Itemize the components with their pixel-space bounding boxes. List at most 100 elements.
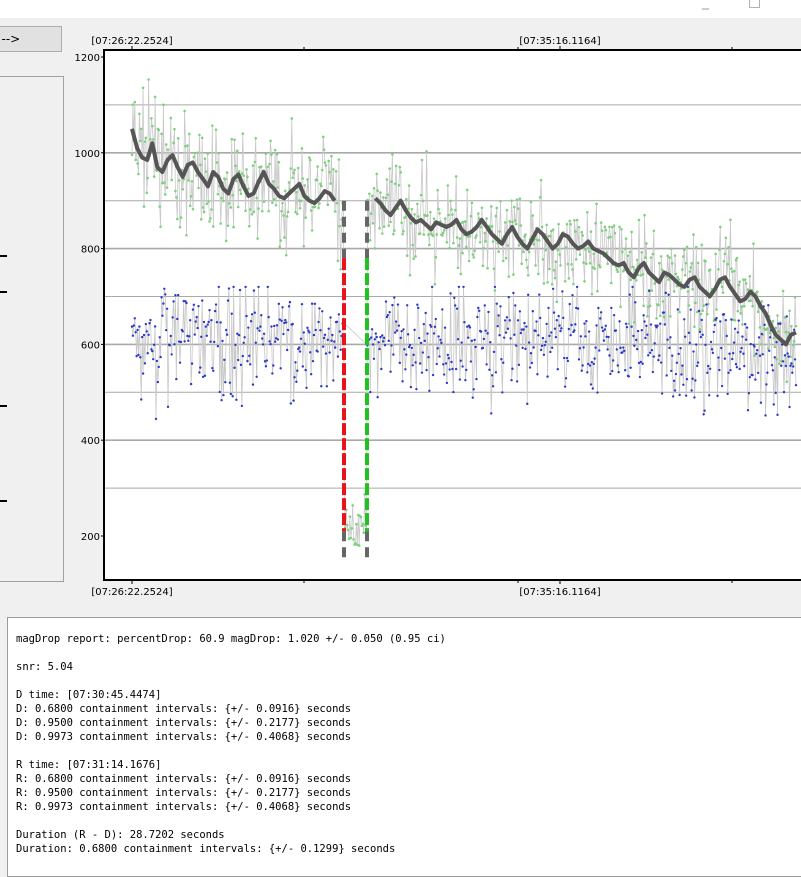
target-data-point [376, 189, 379, 193]
target-data-point [197, 186, 200, 190]
comparison-data-point [548, 334, 551, 338]
comparison-data-point [198, 371, 201, 374]
panel-tick-mark [0, 255, 7, 257]
maximize-icon[interactable]: □ [748, 0, 762, 10]
target-data-point [774, 326, 777, 330]
target-data-point [609, 235, 612, 239]
comparison-data-point [404, 368, 407, 371]
target-data-point [482, 246, 486, 250]
x-time-label-bottom: [07:26:22.2524] [91, 587, 172, 598]
target-data-point [595, 202, 598, 206]
target-data-point [207, 200, 210, 203]
comparison-data-point [200, 299, 204, 302]
target-data-point [152, 175, 156, 178]
comparison-data-point [758, 354, 762, 357]
comparison-data-point [213, 309, 217, 313]
target-data-point [416, 202, 419, 206]
comparison-data-point [293, 376, 296, 379]
comparison-data-point [508, 319, 511, 322]
minimize-icon[interactable]: _ [702, 0, 709, 10]
comparison-data-point [419, 341, 423, 345]
comparison-data-point [227, 287, 231, 290]
target-data-point [744, 282, 748, 285]
comparison-data-point [561, 290, 564, 293]
target-data-point [504, 256, 508, 260]
comparison-data-point [624, 322, 628, 325]
target-data-point [308, 158, 312, 162]
target-data-point [276, 186, 280, 189]
comparison-data-point [531, 310, 535, 313]
target-data-point [230, 137, 234, 141]
comparison-data-point [617, 370, 620, 374]
target-data-point [186, 144, 189, 147]
target-data-point [667, 278, 670, 281]
comparison-data-point [707, 364, 710, 368]
comparison-data-point [535, 320, 538, 323]
target-data-point [616, 270, 620, 274]
comparison-data-point [189, 382, 193, 386]
target-data-point [591, 266, 595, 269]
comparison-data-point [285, 348, 289, 352]
comparison-data-point [252, 289, 256, 292]
comparison-data-point [628, 293, 631, 296]
comparison-data-point [501, 391, 504, 394]
comparison-data-point [733, 327, 737, 330]
comparison-data-point [725, 334, 728, 338]
comparison-data-point [261, 337, 264, 340]
comparison-data-point [782, 390, 786, 394]
target-data-point [260, 209, 264, 213]
target-data-point [451, 213, 454, 216]
target-data-point [485, 217, 488, 220]
comparison-data-point [483, 304, 486, 307]
comparison-data-point [589, 383, 593, 386]
target-data-point [613, 231, 617, 235]
light-curve-plot[interactable]: 200 400 600 800 1000 1200 [07:26:22.2524] [07:3… [74, 32, 801, 604]
target-data-point [274, 203, 278, 207]
target-data-point [296, 166, 300, 170]
target-data-point [718, 248, 721, 251]
target-data-point [695, 310, 699, 314]
comparison-data-point [413, 328, 416, 332]
comparison-data-point [482, 337, 486, 341]
target-data-point [702, 304, 705, 307]
target-data-point [175, 217, 179, 221]
comparison-data-point [140, 335, 144, 339]
smoothed-curve [373, 196, 797, 347]
comparison-data-point [458, 378, 462, 381]
comparison-data-point [779, 322, 782, 326]
comparison-data-point [740, 346, 743, 350]
target-data-point [285, 215, 289, 218]
target-data-point [442, 229, 446, 232]
target-data-point [283, 236, 286, 239]
comparison-data-point [383, 344, 387, 347]
target-data-point [648, 304, 652, 308]
target-data-point [204, 170, 208, 173]
comparison-data-point [388, 310, 391, 314]
target-data-point [792, 339, 796, 343]
target-data-point [205, 202, 209, 206]
light-curve-svg[interactable]: 200 400 600 800 1000 1200 [07:26:22.2524] [07:3… [74, 32, 801, 604]
magdrop-report-text[interactable]: magDrop report: percentDrop: 60.9 magDro… [7, 617, 801, 877]
comparison-data-point [677, 352, 680, 356]
target-data-point [606, 262, 609, 266]
target-data-point [574, 258, 578, 261]
target-data-point [386, 193, 390, 196]
comparison-data-point [555, 319, 559, 322]
comparison-data-point [499, 305, 502, 308]
target-data-point [160, 132, 163, 136]
comparison-data-point [560, 327, 563, 330]
comparison-data-point [524, 347, 527, 351]
next-button[interactable]: t --> [0, 26, 62, 52]
target-data-point [620, 227, 623, 231]
target-data-point [717, 268, 720, 271]
comparison-data-point [495, 302, 498, 305]
comparison-data-point [502, 336, 506, 339]
target-data-point [277, 160, 281, 164]
comparison-data-point [308, 331, 311, 334]
target-data-point [696, 261, 700, 265]
comparison-data-point [471, 396, 474, 399]
target-data-point [456, 266, 460, 270]
comparison-data-point [556, 368, 559, 371]
window-titlebar: _ □ [0, 0, 801, 18]
target-data-point [416, 215, 420, 218]
